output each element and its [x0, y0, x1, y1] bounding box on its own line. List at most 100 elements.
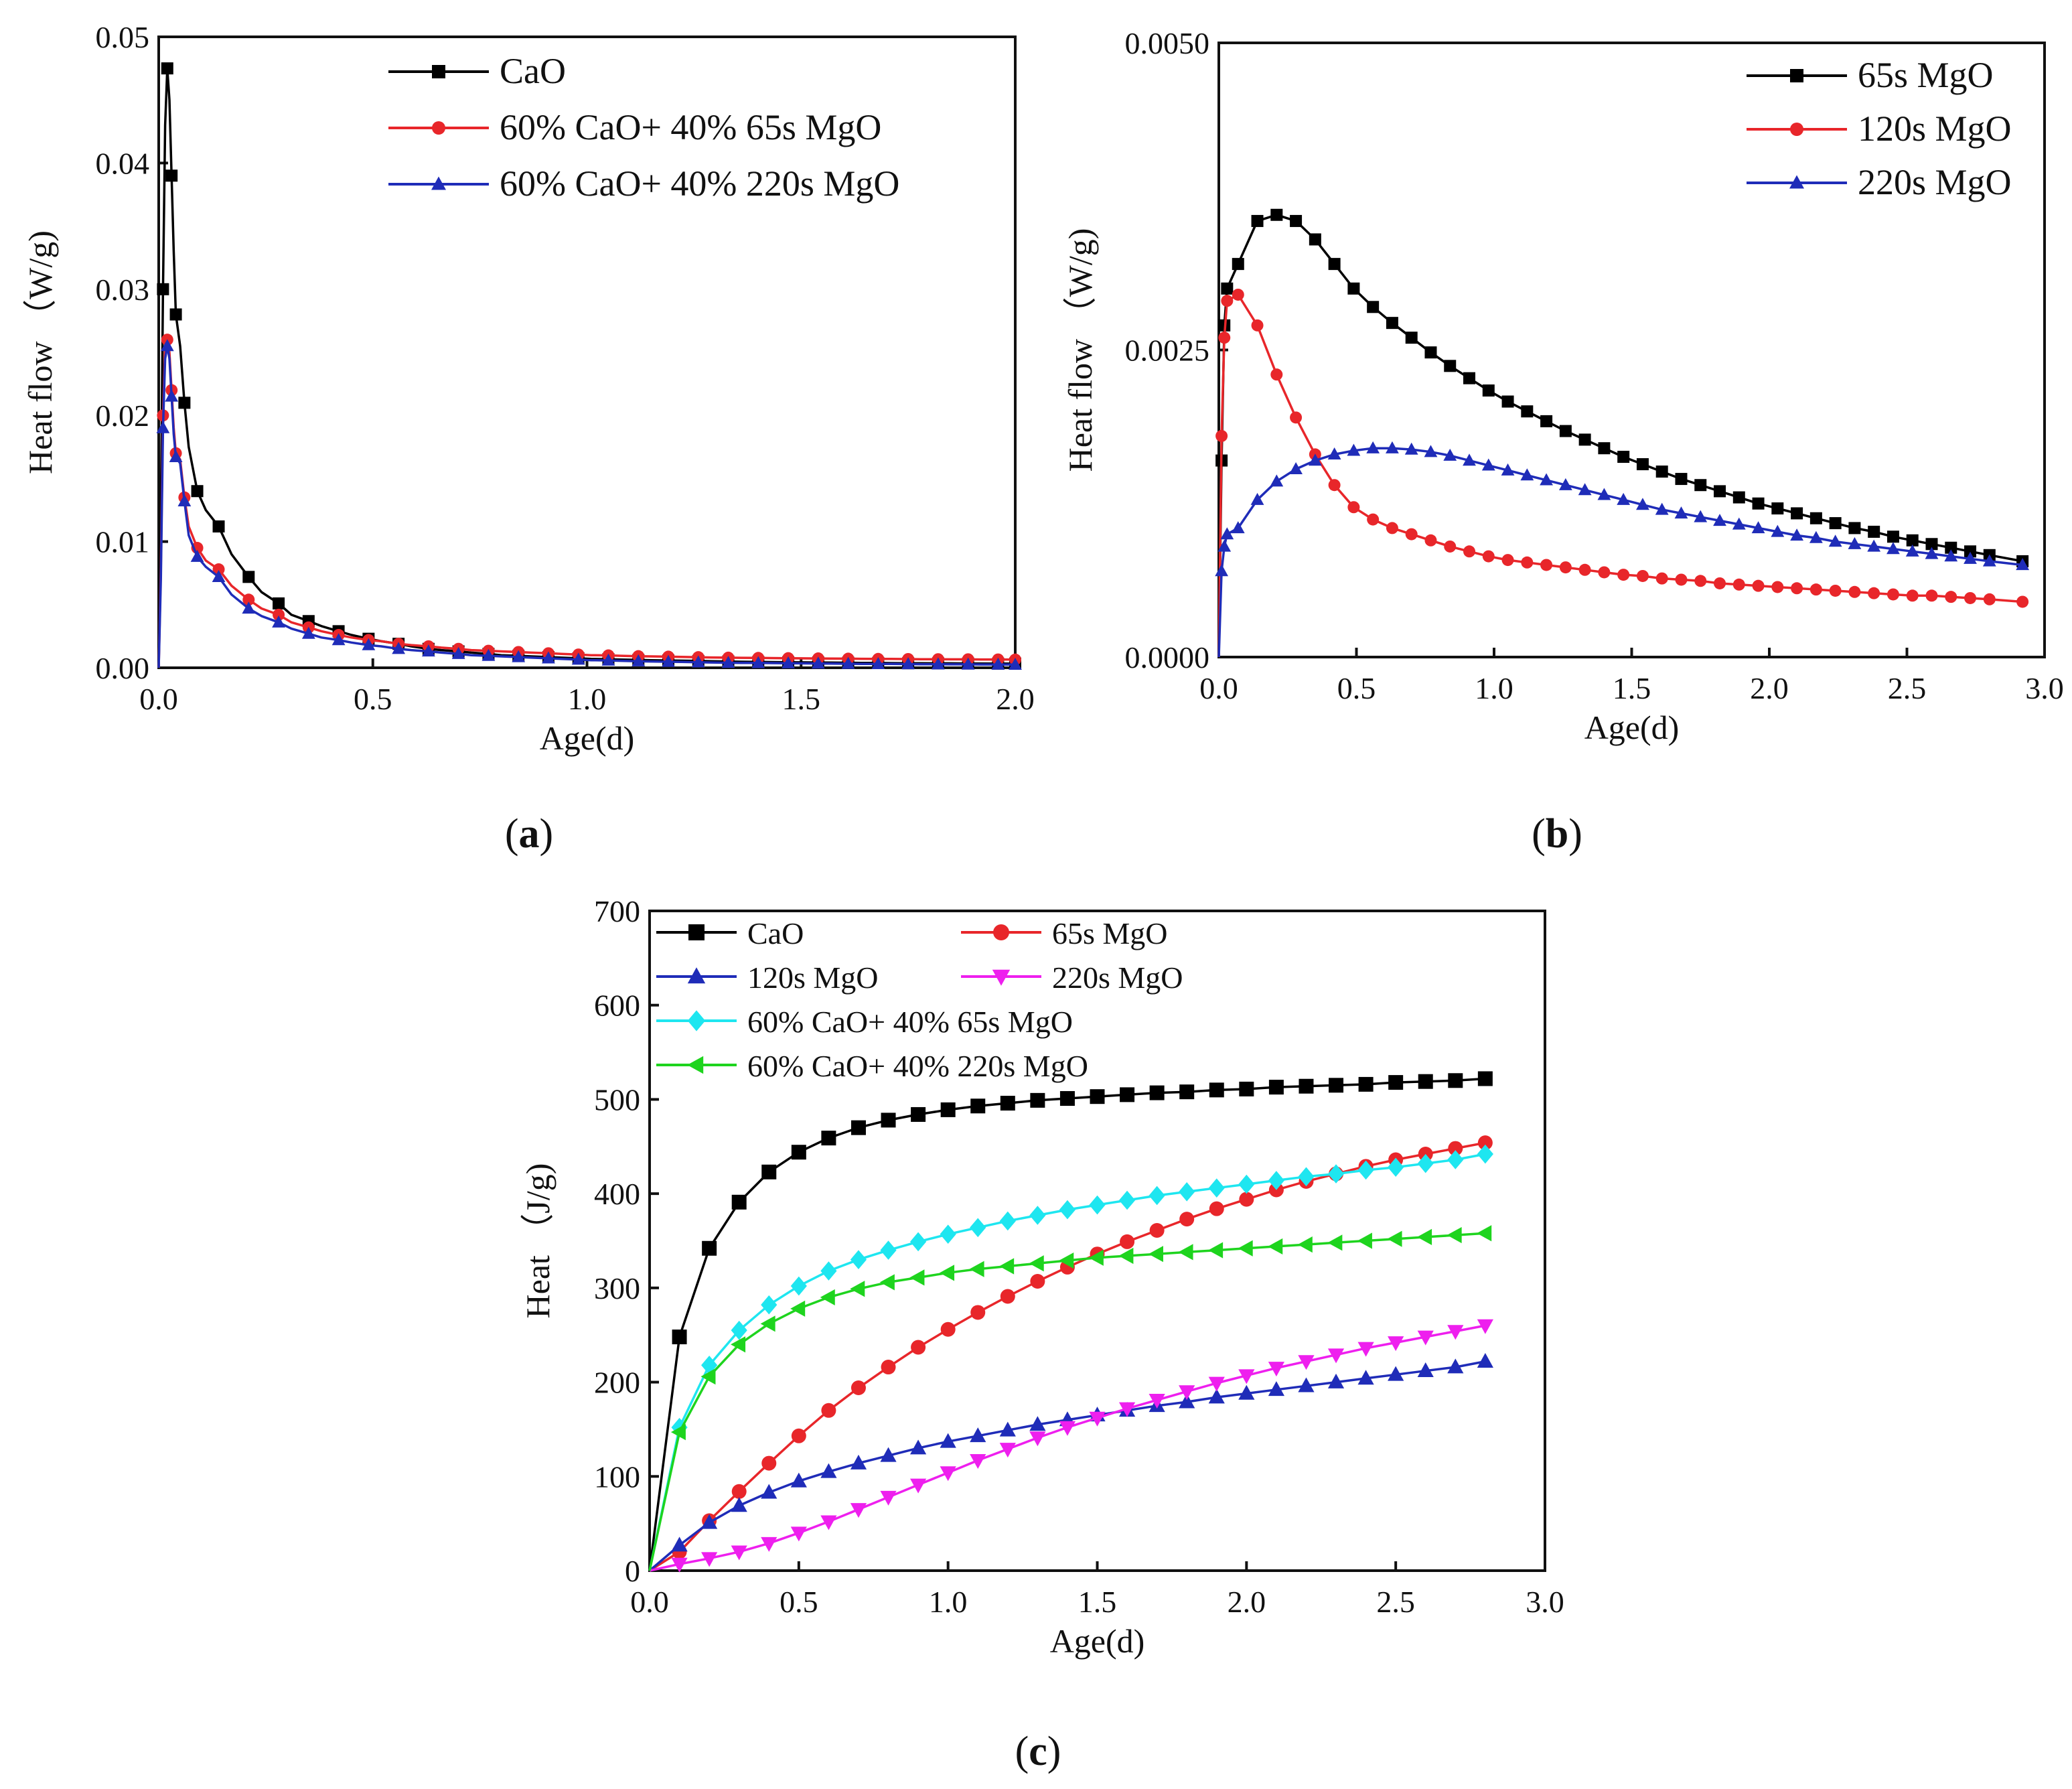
data-point	[1482, 384, 1495, 397]
data-point	[1597, 488, 1611, 500]
data-point	[1251, 319, 1264, 332]
series-60-cao-40-220s-mgo	[156, 339, 1022, 670]
data-point	[1868, 587, 1880, 599]
data-point	[1299, 1078, 1314, 1094]
data-point	[761, 1484, 778, 1499]
data-point	[1714, 485, 1726, 498]
series-line-cao	[157, 67, 1015, 668]
data-point	[1386, 522, 1398, 534]
data-point	[1732, 517, 1746, 530]
data-point	[1848, 585, 1861, 598]
data-point	[791, 1145, 806, 1160]
data-point	[1906, 589, 1919, 602]
series-60-cao-40-220s-mgo	[648, 1225, 1492, 1571]
data-point	[1674, 506, 1688, 519]
data-point	[1477, 1352, 1493, 1368]
data-point	[970, 1427, 986, 1443]
data-point	[1088, 1249, 1104, 1266]
series-120s-mgo	[1215, 288, 2029, 658]
data-point	[1358, 1076, 1374, 1092]
data-point	[721, 656, 735, 668]
data-point	[177, 494, 192, 506]
data-point	[1521, 405, 1534, 418]
data-point	[1215, 429, 1228, 442]
legend-label: 65s MgO	[1858, 55, 1994, 95]
data-point	[1179, 1084, 1195, 1100]
data-point	[1463, 545, 1476, 558]
data-point	[392, 642, 406, 654]
data-point	[1578, 433, 1591, 446]
data-point	[1388, 1336, 1404, 1352]
y-tick-label: 0.01	[96, 525, 150, 559]
data-point	[931, 657, 945, 670]
data-point	[571, 652, 585, 665]
data-point	[751, 656, 765, 668]
panel-label: (c)	[1015, 1729, 1061, 1774]
data-point	[601, 653, 615, 666]
data-point	[178, 397, 191, 409]
legend-item-cao: CaO	[388, 51, 566, 91]
data-point	[482, 648, 496, 661]
data-point	[1809, 583, 1822, 596]
data-point	[190, 549, 204, 562]
data-point	[1578, 563, 1591, 576]
data-point	[940, 1466, 956, 1482]
data-point	[879, 1274, 895, 1291]
data-point	[1713, 514, 1726, 526]
data-point	[1540, 473, 1553, 486]
data-point	[1424, 534, 1437, 547]
x-axis-title: Age(d)	[1584, 709, 1680, 746]
data-point	[1215, 564, 1229, 577]
data-point	[1482, 550, 1495, 563]
legend-label: 220s MgO	[1858, 162, 2012, 202]
data-point	[1751, 521, 1765, 534]
x-tick-label: 3.0	[2025, 671, 2064, 705]
data-point	[820, 1261, 837, 1281]
data-point	[1029, 1416, 1046, 1431]
data-point	[850, 1380, 866, 1396]
data-point	[821, 1131, 836, 1146]
data-point	[1809, 512, 1822, 524]
series-220s-mgo	[1215, 441, 2030, 658]
legend-marker	[687, 1010, 706, 1031]
data-point	[850, 1281, 865, 1297]
data-point	[970, 1305, 986, 1320]
data-point	[1218, 332, 1231, 344]
data-point	[1559, 425, 1572, 437]
y-tick-label: 0.05	[96, 20, 150, 54]
data-point	[850, 1120, 866, 1135]
data-point	[1752, 579, 1765, 592]
y-axis-title: Heat （J/g)	[519, 1163, 557, 1319]
data-point	[1829, 517, 1842, 530]
y-tick-label: 700	[594, 894, 640, 928]
data-point	[1268, 1238, 1283, 1255]
legend-marker	[992, 969, 1011, 986]
data-point	[1771, 581, 1784, 593]
data-point	[1694, 575, 1707, 587]
data-point	[1791, 507, 1803, 520]
series-60-cao-40-65s-mgo	[157, 334, 1021, 668]
data-point	[1327, 1373, 1345, 1388]
data-point	[160, 339, 174, 352]
data-point	[1477, 1135, 1493, 1151]
data-point	[1268, 1171, 1284, 1190]
data-point	[1270, 368, 1283, 381]
data-point	[999, 1421, 1016, 1437]
data-point	[1120, 1234, 1135, 1249]
data-point	[1149, 1393, 1165, 1409]
data-point	[1424, 445, 1438, 457]
data-point	[991, 657, 1005, 670]
data-point	[1208, 1388, 1225, 1404]
data-point	[1714, 577, 1726, 589]
data-point	[242, 571, 255, 583]
data-point	[1809, 530, 1823, 543]
data-point	[909, 1269, 925, 1286]
data-point	[512, 650, 526, 662]
data-point	[1009, 657, 1022, 670]
y-tick-label: 100	[594, 1459, 640, 1494]
data-point	[1829, 584, 1842, 597]
data-point	[1059, 1421, 1076, 1436]
data-point	[1347, 443, 1361, 456]
data-point	[1089, 1411, 1106, 1427]
data-point	[1328, 258, 1341, 271]
